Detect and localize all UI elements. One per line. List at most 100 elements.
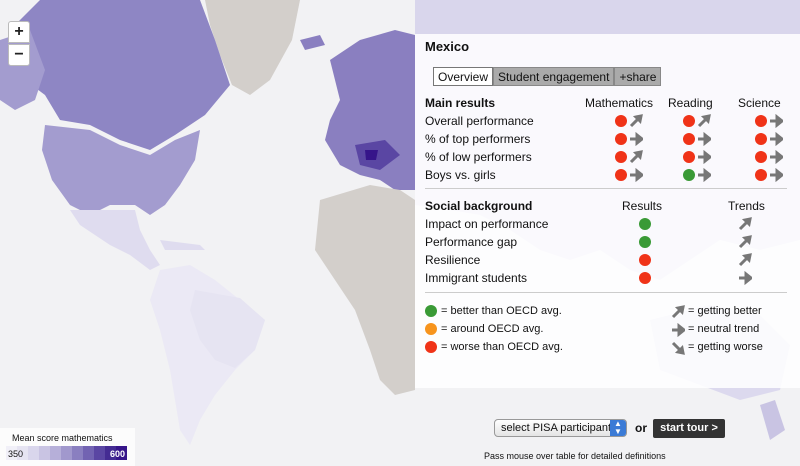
red-dot-icon[interactable]: [639, 272, 651, 284]
divider: [425, 292, 787, 293]
arrow-right-icon[interactable]: [769, 150, 783, 164]
scale-swatch: [6, 446, 17, 460]
scale-swatch: [83, 446, 94, 460]
africa-region[interactable]: [315, 185, 415, 395]
social-background-row[interactable]: Impact on performance: [425, 215, 795, 233]
tab-overview[interactable]: Overview: [433, 67, 494, 86]
main-results-row[interactable]: % of top performers: [425, 130, 795, 148]
social-background-row[interactable]: Immigrant students: [425, 269, 795, 287]
arrow-right-icon[interactable]: [769, 132, 783, 146]
scale-swatch: [28, 446, 39, 460]
col-science: Science: [738, 96, 781, 110]
arrow-right-icon[interactable]: [769, 168, 783, 182]
row-label: Boys vs. girls: [425, 168, 496, 182]
country-title: Mexico: [425, 39, 470, 54]
arrow-up-icon[interactable]: [738, 235, 752, 249]
arrow-up-icon[interactable]: [629, 150, 643, 164]
scale-swatch: [39, 446, 50, 460]
arrow-right-icon[interactable]: [629, 168, 643, 182]
or-label: or: [635, 421, 647, 435]
legend-around: = around OECD avg.: [441, 323, 544, 335]
red-dot-icon[interactable]: [639, 254, 651, 266]
red-dot-icon[interactable]: [683, 133, 695, 145]
arrow-right-icon[interactable]: [769, 114, 783, 128]
zoom-in-button[interactable]: +: [8, 21, 30, 43]
orange-dot-icon: [425, 323, 437, 335]
arrow-right-icon[interactable]: [697, 150, 711, 164]
social-background-row[interactable]: Resilience: [425, 251, 795, 269]
red-dot-icon[interactable]: [615, 169, 627, 181]
red-dot-icon[interactable]: [683, 115, 695, 127]
row-label: % of top performers: [425, 132, 531, 146]
usa-region[interactable]: [42, 125, 200, 215]
row-label: Performance gap: [425, 235, 518, 249]
red-dot-icon[interactable]: [755, 169, 767, 181]
greenland-region[interactable]: [205, 0, 300, 95]
arrow-right-icon[interactable]: [629, 132, 643, 146]
arrow-right-icon[interactable]: [697, 168, 711, 182]
scale-swatch: [72, 446, 83, 460]
legend-getting-worse: = getting worse: [688, 341, 763, 353]
arrow-up-icon: [671, 305, 685, 319]
main-results-row[interactable]: Boys vs. girls: [425, 166, 795, 184]
tab-student-engagement[interactable]: Student engagement: [493, 67, 615, 86]
main-results-header-row: Main results Mathematics Reading Science: [425, 94, 795, 112]
main-results-row[interactable]: Overall performance: [425, 112, 795, 130]
scale-max-label: 600: [110, 449, 126, 459]
red-dot-icon[interactable]: [755, 115, 767, 127]
legend-better: = better than OECD avg.: [441, 305, 562, 317]
green-dot-icon: [425, 305, 437, 317]
arrow-up-icon[interactable]: [738, 253, 752, 267]
red-dot-icon[interactable]: [615, 151, 627, 163]
arrow-up-icon[interactable]: [738, 217, 752, 231]
row-label: Impact on performance: [425, 217, 549, 231]
red-dot-icon: [425, 341, 437, 353]
main-results-row[interactable]: % of low performers: [425, 148, 795, 166]
brazil-region[interactable]: [190, 290, 265, 368]
start-tour-button[interactable]: start tour >: [653, 419, 725, 438]
tab-share[interactable]: +share: [614, 67, 662, 86]
zoom-out-button[interactable]: −: [8, 44, 30, 66]
arrow-right-icon[interactable]: [697, 132, 711, 146]
scale-swatch: [50, 446, 61, 460]
col-mathematics: Mathematics: [585, 96, 654, 110]
arrow-right-icon: [672, 323, 685, 337]
color-scale: [6, 446, 127, 460]
legend-worse: = worse than OECD avg.: [441, 341, 563, 353]
arrow-up-icon[interactable]: [629, 114, 643, 128]
social-background-header: Social background: [425, 199, 533, 213]
hint-text: Pass mouse over table for detailed defin…: [484, 451, 666, 461]
scale-min-label: 350: [8, 449, 24, 459]
legend-getting-better: = getting better: [688, 305, 762, 317]
social-header-row: Social background Results Trends: [425, 197, 795, 215]
red-dot-icon[interactable]: [683, 151, 695, 163]
select-arrows-icon: ▲ ▼: [610, 420, 626, 436]
scale-swatch: [105, 446, 116, 460]
mexico-region[interactable]: [70, 210, 160, 270]
red-dot-icon[interactable]: [755, 151, 767, 163]
map-legend-title: Mean score mathematics: [12, 433, 113, 443]
red-dot-icon[interactable]: [615, 115, 627, 127]
col-results: Results: [622, 199, 663, 213]
row-label: Immigrant students: [425, 271, 528, 285]
canada-region[interactable]: [10, 0, 230, 150]
participant-select[interactable]: select PISA participant ▲ ▼: [494, 419, 627, 437]
country-panel: Mexico Overview Student engagement +shar…: [415, 34, 800, 388]
row-label: Overall performance: [425, 114, 534, 128]
red-dot-icon[interactable]: [615, 133, 627, 145]
red-dot-icon[interactable]: [755, 133, 767, 145]
arrow-down-icon: [671, 341, 685, 355]
row-label: % of low performers: [425, 150, 532, 164]
green-dot-icon[interactable]: [639, 218, 651, 230]
arrow-up-icon[interactable]: [697, 114, 711, 128]
scale-swatch: [94, 446, 105, 460]
col-reading: Reading: [668, 96, 713, 110]
arrow-right-icon[interactable]: [738, 271, 752, 285]
scale-swatch: [17, 446, 28, 460]
divider: [425, 188, 787, 189]
scale-swatch: [61, 446, 72, 460]
social-background-row[interactable]: Performance gap: [425, 233, 795, 251]
green-dot-icon[interactable]: [639, 236, 651, 248]
green-dot-icon[interactable]: [683, 169, 695, 181]
row-label: Resilience: [425, 253, 481, 267]
